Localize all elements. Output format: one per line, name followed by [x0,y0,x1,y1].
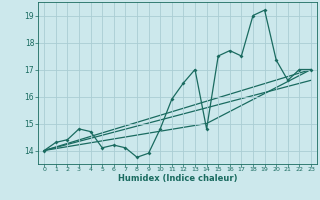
X-axis label: Humidex (Indice chaleur): Humidex (Indice chaleur) [118,174,237,183]
